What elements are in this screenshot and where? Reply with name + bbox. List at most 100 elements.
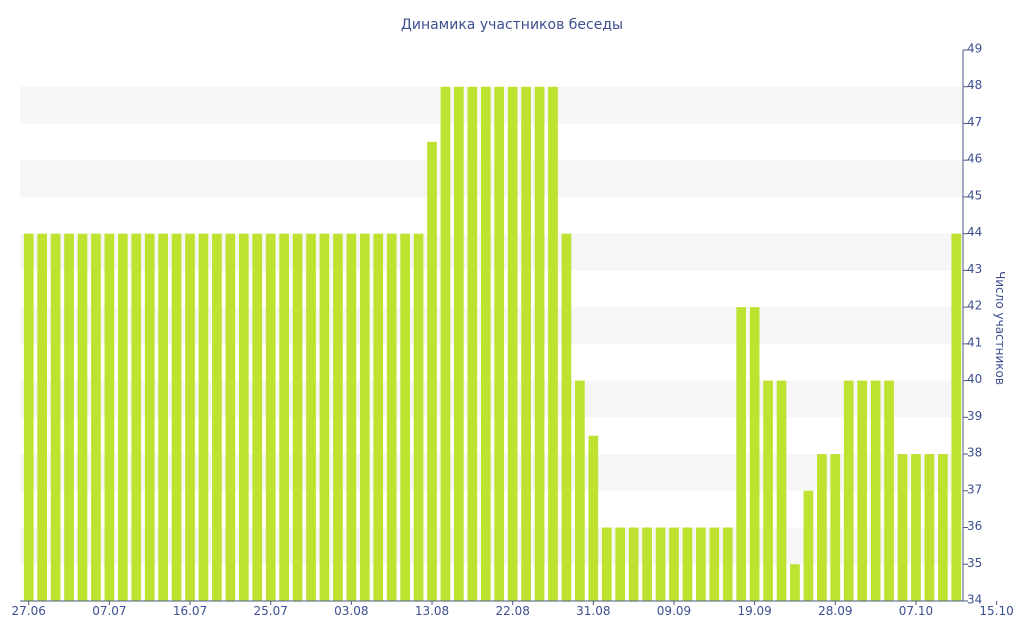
bar [373,233,384,602]
x-tick-label: 25.07 [254,604,288,618]
bar [117,233,128,602]
y-tick-label: 42 [967,299,982,313]
grid-band [20,86,963,124]
bar [749,307,760,601]
y-tick-label: 45 [967,188,982,202]
bar [440,86,451,602]
bar [911,454,921,601]
bar [924,454,935,601]
bar [144,233,155,602]
bar [23,233,34,602]
bar [265,233,276,602]
bar [91,233,101,602]
bar [454,86,464,602]
bar [333,233,343,602]
x-tick-label: 15.10 [979,604,1013,618]
bar [359,233,370,602]
y-axis-label: Число участников [993,271,1007,385]
bar [776,380,787,601]
bar [252,233,263,602]
bar [790,564,800,601]
bar [548,86,558,602]
x-tick-label: 22.08 [495,604,529,618]
bar [238,233,249,602]
bar [292,233,303,602]
bar [521,86,531,602]
bar [669,527,679,601]
y-tick-label: 49 [967,42,982,56]
bar [413,233,424,602]
bar [346,233,357,602]
bar [306,233,316,602]
bar [319,233,330,602]
bar [830,454,841,601]
y-tick-label: 46 [967,152,982,166]
bar [817,454,827,601]
y-tick-label: 38 [967,446,982,460]
bar [642,527,652,601]
bar [682,527,693,601]
bar [722,527,733,601]
bar [50,233,61,602]
bar [37,233,47,602]
x-tick-label: 09.09 [657,604,691,618]
chart-title: Динамика участников беседы [401,17,623,33]
x-tick-label: 16.07 [173,604,207,618]
bar [803,490,814,601]
y-tick-label: 34 [967,593,982,607]
bar [494,86,505,602]
bar [575,380,585,601]
x-tick-label: 27.06 [12,604,46,618]
bar [736,307,747,601]
x-tick-label: 07.10 [899,604,933,618]
bar [628,527,639,601]
bar [857,380,868,601]
bar [534,86,545,602]
bar [884,380,894,601]
y-tick-label: 40 [967,372,982,386]
bar [763,380,773,601]
y-tick-label: 47 [967,115,982,129]
bar [709,527,720,601]
x-axis-ticks: 27.06 07.07 16.07 25.07 03.08 13.08 22.08 31.08… [12,601,1014,618]
bar [185,233,195,602]
bar [171,233,182,602]
bar [480,86,491,602]
bar [507,86,518,602]
x-tick-label: 03.08 [334,604,368,618]
y-tick-label: 41 [967,335,982,349]
x-tick-label: 31.08 [576,604,610,618]
bar [601,527,612,601]
x-tick-label: 28.09 [818,604,852,618]
bar [198,233,209,602]
bar [655,527,666,601]
bar [588,435,599,601]
bar [212,233,222,602]
y-tick-label: 36 [967,519,982,533]
bar [615,527,626,601]
bar [131,233,142,602]
x-tick-label: 07.07 [92,604,126,618]
bar [843,380,854,601]
y-axis-ticks: 34 35 36 37 38 39 40 41 42 43 44 45 46 47 48 49 [963,42,982,607]
bar [279,233,289,602]
y-tick-label: 44 [967,225,982,239]
bar [225,233,236,602]
bar [938,454,948,601]
bar [400,233,410,602]
bar [467,86,478,602]
bar [77,233,88,602]
bar-series [23,86,962,602]
y-tick-label: 37 [967,482,982,496]
bar [897,454,908,601]
x-tick-label: 19.09 [737,604,771,618]
bar [427,141,437,601]
x-tick-label: 13.08 [415,604,449,618]
y-tick-label: 35 [967,556,982,570]
bar [561,233,572,602]
bar [64,233,74,602]
bar [104,233,115,602]
y-tick-label: 48 [967,78,982,92]
bar [951,233,962,602]
